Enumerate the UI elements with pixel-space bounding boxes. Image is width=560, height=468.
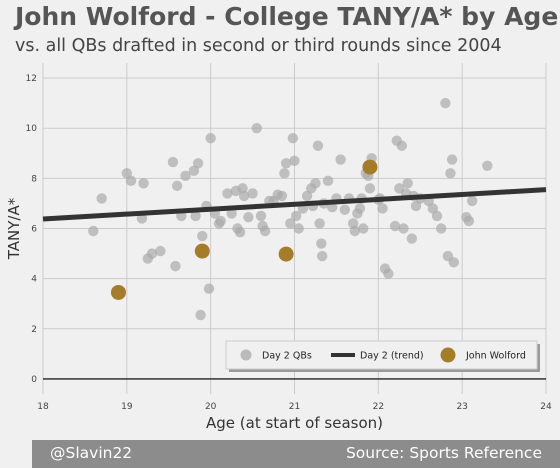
day2-qb-point (247, 188, 258, 199)
day2-qb-point (234, 227, 246, 238)
day2-qb-point (171, 180, 183, 192)
day2-qb-point (398, 223, 409, 234)
y-tick-label: 10 (26, 124, 38, 134)
day2-qb-point (243, 212, 254, 223)
day2-qb-point (146, 248, 158, 259)
y-tick-label: 12 (26, 74, 37, 84)
day2-qb-point (215, 215, 226, 227)
day2-qb-point (155, 245, 166, 257)
footer-source: Source: Sports Reference (345, 444, 542, 462)
day2-qb-point (239, 190, 250, 202)
x-tick-label: 23 (456, 402, 467, 412)
x-tick-label: 21 (289, 402, 300, 412)
legend-label-day2: Day 2 QBs (262, 351, 312, 362)
footer-credit: @Slavin22 (50, 444, 133, 462)
day2-qb-point (383, 268, 394, 279)
day2-qb-point (339, 204, 350, 215)
wolford-point (278, 246, 294, 262)
day2-qb-point (203, 283, 215, 294)
y-tick-label: 6 (31, 225, 37, 235)
day2-qb-point (406, 233, 418, 244)
day2-qb-point (170, 260, 181, 272)
day2-qb-point (312, 140, 324, 151)
day2-qb-point (467, 195, 478, 207)
day2-qb-point (396, 140, 408, 151)
legend-label-wolford: John Wolford (465, 351, 526, 362)
day2-qb-point (138, 178, 149, 189)
day2-qb-point (180, 170, 191, 182)
day2-qb-point (402, 178, 413, 189)
day2-qb-point (445, 168, 456, 179)
day2-qb-point (316, 238, 327, 249)
day2-qb-point (290, 210, 302, 222)
day2-qb-point (349, 225, 361, 237)
day2-qb-point (88, 225, 99, 237)
day2-qb-point (293, 223, 304, 234)
day2-qb-point (310, 178, 321, 189)
day2-qb-point (251, 122, 262, 134)
y-tick-label: 0 (31, 375, 37, 385)
day2-qb-point (255, 210, 267, 222)
day2-qb-point (354, 203, 366, 214)
day2-qb-point (205, 133, 216, 144)
day2-qb-point (322, 175, 334, 187)
day2-qb-point (289, 155, 300, 166)
day2-qb-point (96, 193, 107, 204)
day2-qb-point (276, 190, 288, 202)
day2-qb-point (279, 168, 290, 179)
day2-qb-point (192, 158, 204, 169)
x-axis-label: Age (at start of season) (206, 414, 383, 432)
day2-qb-point (280, 158, 292, 169)
y-tick-label: 2 (31, 325, 37, 335)
day2-qb-point (197, 230, 208, 242)
y-tick-label: 8 (31, 174, 37, 184)
day2-qb-point (195, 309, 206, 321)
day2-qb-point (436, 223, 447, 234)
legend-day2-marker (240, 349, 252, 361)
day2-qb-point (136, 213, 148, 224)
x-tick-label: 20 (205, 402, 217, 412)
wolford-point (194, 243, 210, 259)
day2-qb-point (389, 220, 401, 232)
x-tick-label: 24 (540, 402, 552, 412)
day2-qb-point (335, 154, 346, 165)
day2-qb-point (226, 208, 237, 219)
trend-line (42, 187, 547, 222)
day2-qb-point (287, 133, 299, 144)
day2-qb-point (377, 203, 388, 214)
x-tick-label: 18 (37, 402, 49, 412)
day2-qb-point (125, 175, 137, 187)
y-tick-label: 4 (31, 275, 37, 285)
wolford-point (110, 284, 126, 300)
day2-qb-point (259, 225, 271, 237)
chart-subtitle: vs. all QBs drafted in second or third r… (15, 36, 502, 56)
day2-qb-point (222, 188, 233, 199)
day2-qb-point (440, 97, 451, 109)
wolford-point (362, 159, 378, 175)
legend-box (225, 340, 538, 370)
y-axis-label: TANY/A* (5, 197, 23, 260)
legend-label-trend: Day 2 (trend) (360, 351, 424, 362)
day2-qb-point (431, 210, 443, 222)
day2-qb-point (285, 218, 296, 229)
day2-qb-point (446, 154, 458, 165)
footer-bar: @Slavin22 Source: Sports Reference (32, 440, 560, 468)
day2-qb-point (314, 218, 325, 229)
day2-qb-point (190, 210, 201, 222)
day2-qb-point (316, 250, 328, 262)
day2-qb-point (448, 257, 459, 268)
day2-qb-point (482, 160, 493, 172)
legend-wolford-marker (440, 347, 456, 363)
day2-qb-point (167, 156, 179, 168)
chart-title: John Wolford - College TANY/A* by Age (15, 2, 559, 31)
day2-qb-point (364, 183, 376, 194)
day2-qb-point (358, 223, 369, 234)
x-tick-label: 19 (121, 402, 133, 412)
day2-qb-point (463, 215, 475, 227)
x-tick-label: 22 (373, 402, 384, 412)
